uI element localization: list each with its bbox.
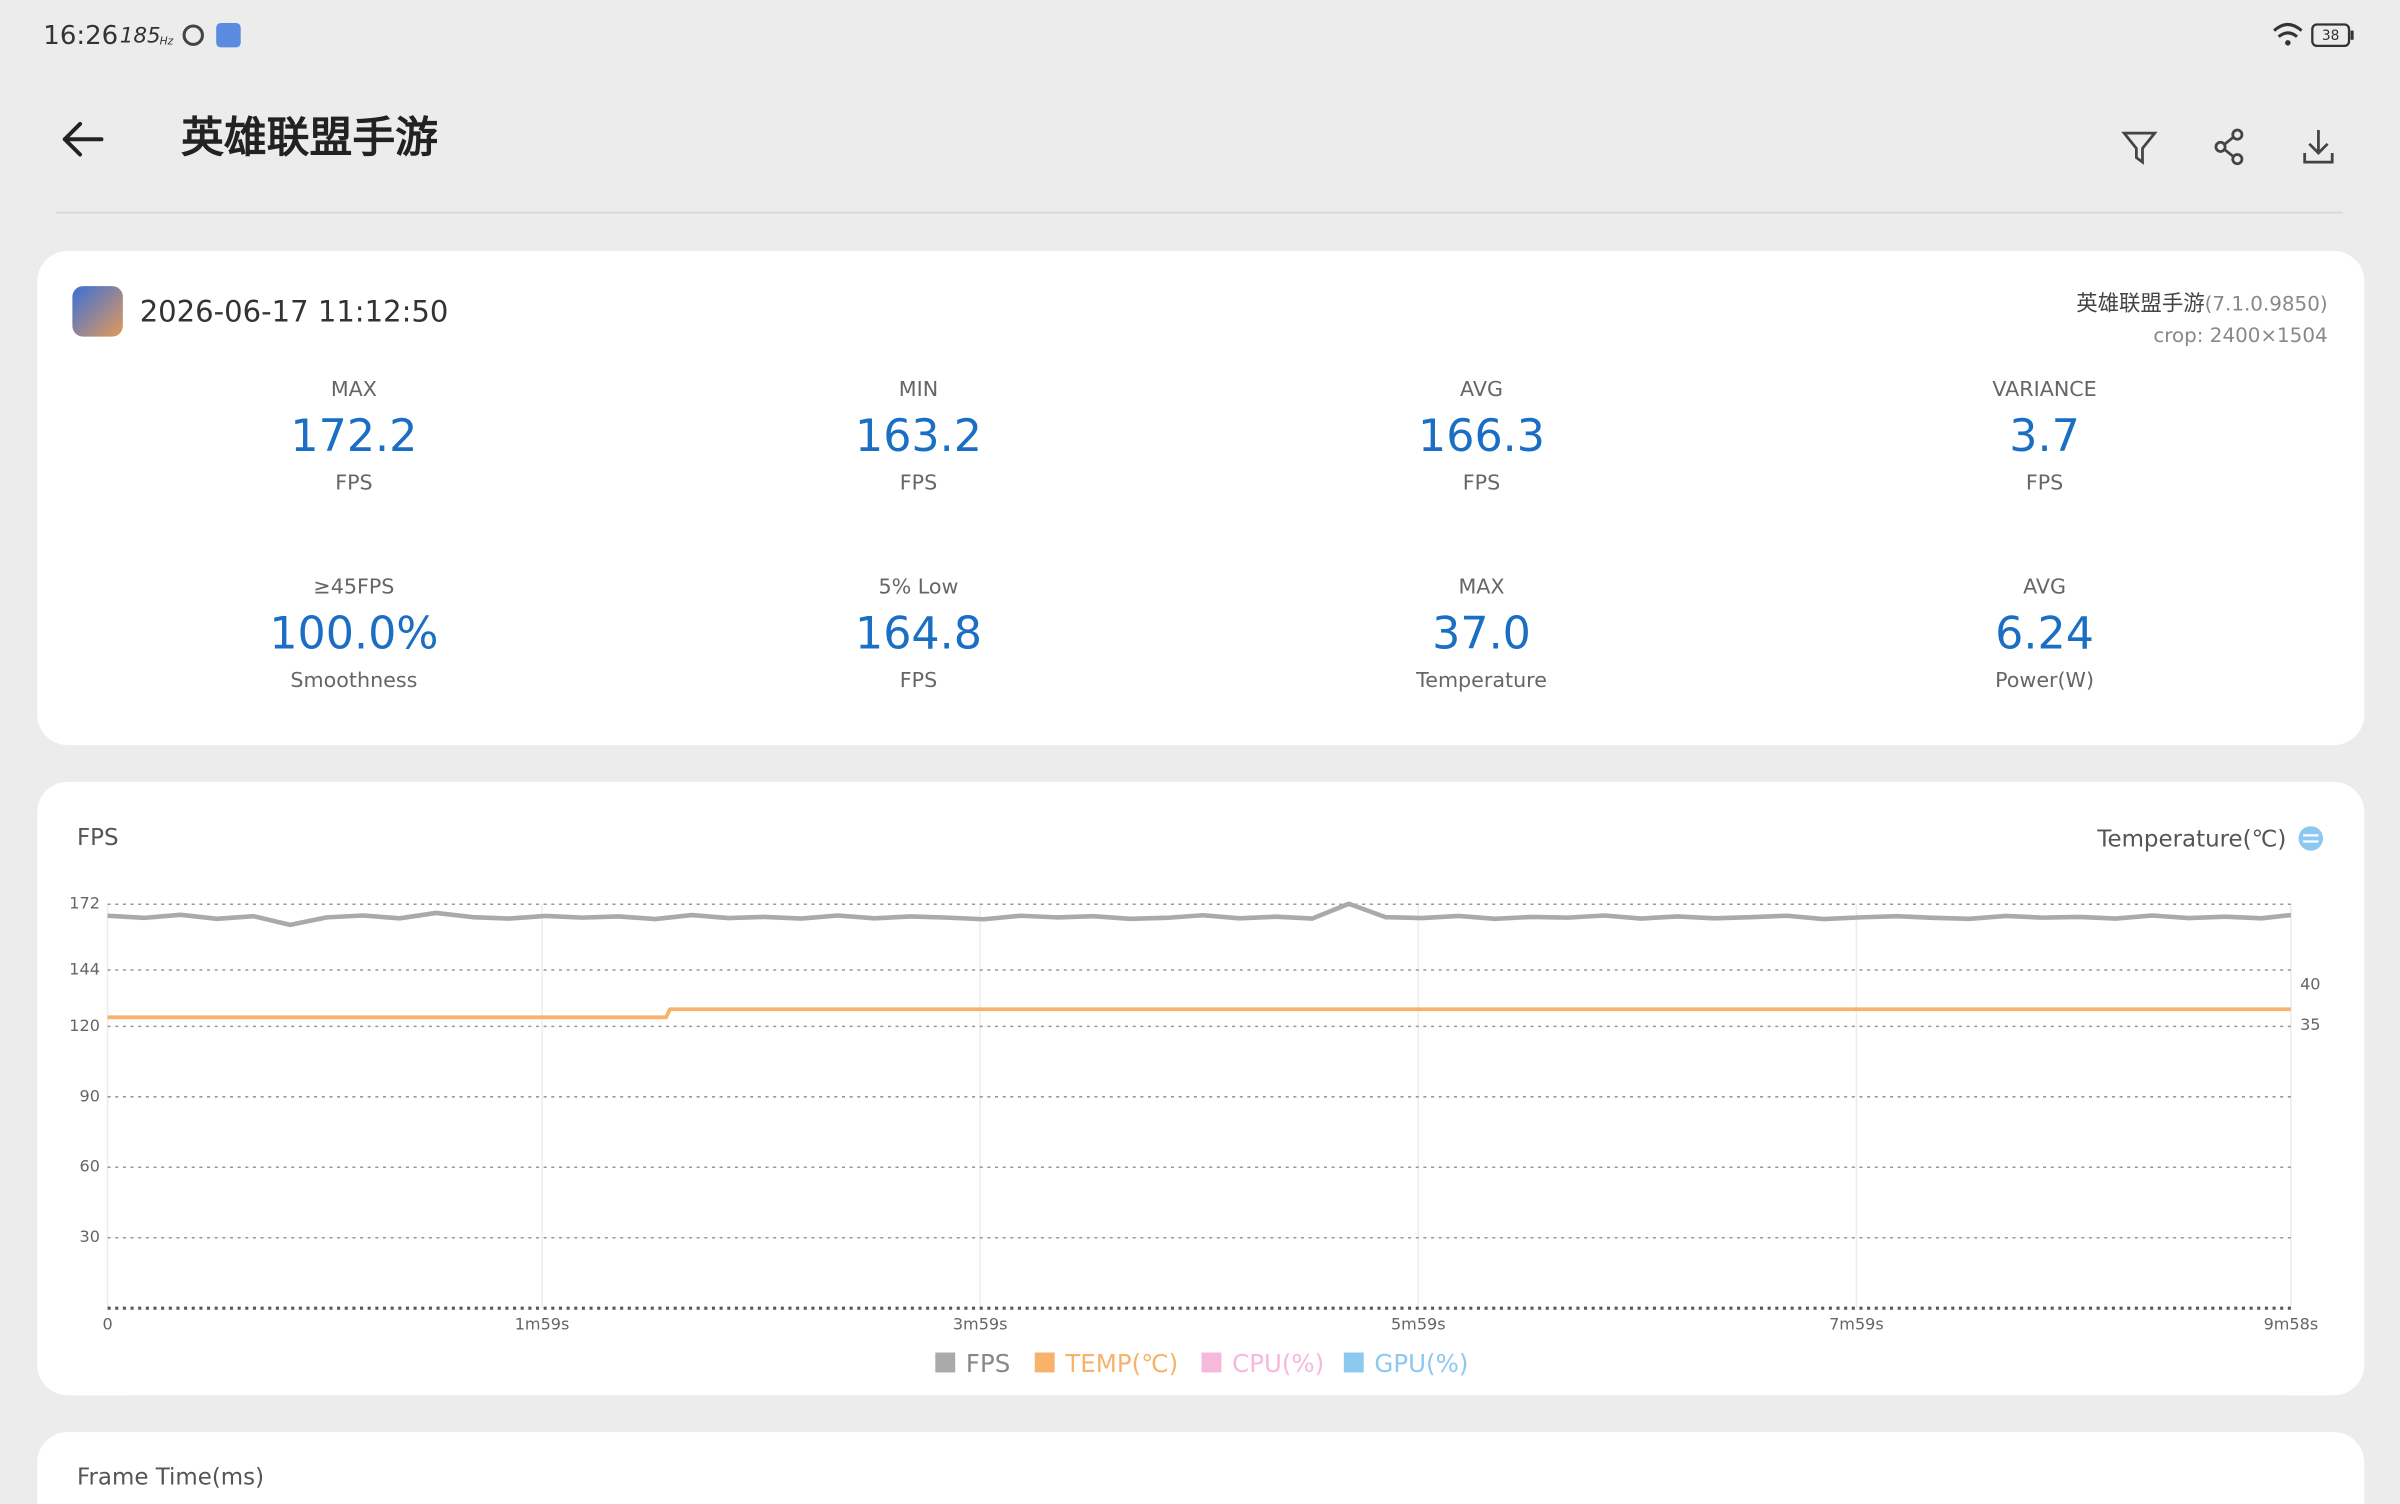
legend-label: TEMP(℃) — [1064, 1349, 1178, 1378]
y-tick-label: 90 — [80, 1086, 100, 1105]
legend-swatch — [1343, 1352, 1364, 1373]
metric-label: MIN — [899, 377, 938, 401]
filter-button[interactable] — [2121, 131, 2158, 165]
metric-label: AVG — [2023, 575, 2066, 599]
axis-toggle-glyph — [2303, 834, 2319, 843]
session-date: 2026-06-17 11:12:50 — [140, 295, 449, 329]
metric-unit: FPS — [900, 668, 937, 692]
metric-unit: FPS — [2026, 470, 2063, 494]
legend-swatch — [1034, 1352, 1055, 1373]
section-title: Frame Time(ms) — [77, 1464, 264, 1490]
metric-unit: Power(W) — [1995, 668, 2094, 692]
x-tick-label: 3m59s — [953, 1314, 1008, 1333]
y-tick-label: 144 — [69, 959, 100, 978]
metric-unit: FPS — [900, 470, 937, 494]
page-title: 英雄联盟手游 — [181, 113, 438, 163]
legend-label: CPU(%) — [1232, 1349, 1324, 1378]
app-version: (7.1.0.9850) — [2205, 292, 2328, 315]
status-icons — [182, 22, 2354, 48]
battery-level: 38 — [2322, 28, 2340, 44]
metric-value: 164.8 — [855, 608, 982, 659]
y2-axis-title: Temperature(℃) — [2096, 826, 2286, 852]
legend-swatch — [1201, 1352, 1222, 1373]
series-line — [107, 1007, 2291, 1020]
legend-swatch — [935, 1352, 956, 1373]
metric-unit: Smoothness — [290, 668, 417, 692]
frame-time-card — [37, 1432, 2365, 1504]
metric-unit: FPS — [335, 470, 372, 494]
y-tick-label: 120 — [69, 1016, 100, 1035]
metric-label: 5% Low — [879, 575, 959, 599]
metric-value: 3.7 — [2009, 411, 2080, 462]
metric-value: 37.0 — [1432, 608, 1531, 659]
y-axis-title: FPS — [77, 825, 119, 851]
legend-label: FPS — [966, 1349, 1010, 1378]
chart-card — [37, 781, 2365, 1396]
refresh-unit: Hz — [160, 34, 174, 47]
app-name-text: 英雄联盟手游 — [2076, 291, 2204, 316]
metric-label: MAX — [1458, 575, 1504, 599]
share-button[interactable] — [2214, 128, 2244, 166]
metric-label: AVG — [1460, 377, 1503, 401]
status-time: 16:26 — [43, 21, 118, 51]
download-button[interactable] — [2303, 130, 2334, 164]
y2-tick-label: 35 — [2300, 1015, 2320, 1034]
metric-unit: Temperature — [1415, 668, 1547, 692]
metric-unit: FPS — [1463, 470, 1500, 494]
y2-tick-label: 40 — [2300, 975, 2320, 994]
x-tick-label: 1m59s — [515, 1314, 570, 1333]
app-name: 英雄联盟手游(7.1.0.9850) — [2076, 291, 2327, 316]
x-tick-label: 0 — [102, 1314, 112, 1333]
app-icon — [72, 286, 123, 337]
x-tick-label: 5m59s — [1391, 1314, 1446, 1333]
metric-label: MAX — [331, 377, 377, 401]
metric-label: VARIANCE — [1992, 377, 2096, 401]
y-tick-label: 172 — [69, 894, 100, 913]
metric-value: 172.2 — [290, 411, 417, 462]
metric-value: 163.2 — [855, 411, 982, 462]
legend-label: GPU(%) — [1374, 1349, 1468, 1378]
metric-value: 100.0% — [269, 608, 438, 659]
metric-value: 6.24 — [1995, 608, 2094, 659]
summary-card — [37, 250, 2365, 746]
metric-value: 166.3 — [1418, 411, 1545, 462]
series-line — [107, 901, 2292, 928]
crop-info: crop: 2400×1504 — [2153, 324, 2327, 347]
y-tick-label: 30 — [80, 1227, 100, 1246]
axis-toggle[interactable] — [2298, 826, 2324, 851]
x-tick-label: 7m59s — [1829, 1314, 1884, 1333]
metric-label: ≥45FPS — [313, 575, 394, 599]
x-tick-label: 9m58s — [2264, 1314, 2319, 1333]
back-button[interactable] — [62, 121, 104, 157]
y-tick-label: 60 — [80, 1157, 100, 1176]
refresh-rate: 185 — [120, 24, 161, 49]
